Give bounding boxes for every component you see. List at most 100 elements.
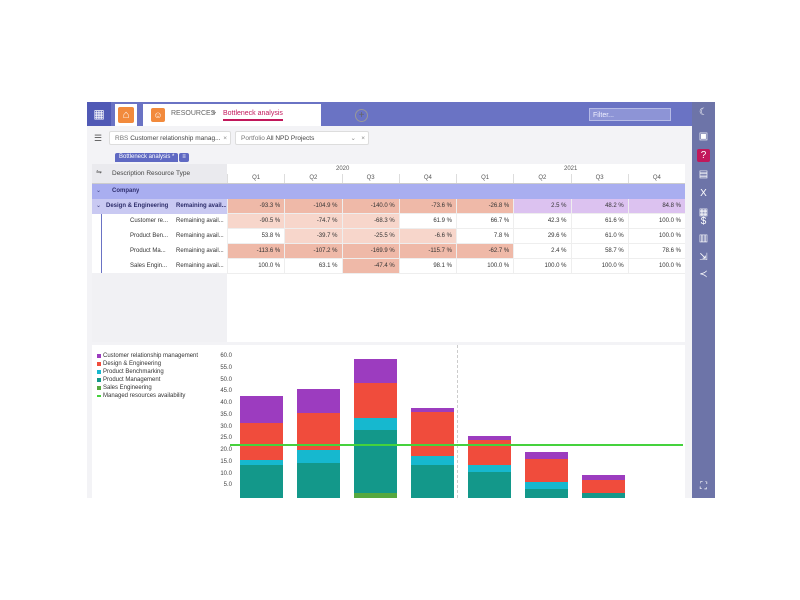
home-tab[interactable]: ⌂ <box>115 104 137 126</box>
add-tab-icon[interactable]: + <box>355 109 368 122</box>
table-cell[interactable]: -39.7 % <box>284 229 342 244</box>
table-cell[interactable]: -169.9 % <box>341 244 399 259</box>
bar-segment[interactable] <box>354 429 397 494</box>
table-cell[interactable]: 100.0 % <box>227 259 285 274</box>
table-cell[interactable]: -68.3 % <box>341 214 399 229</box>
legend-item[interactable]: Product Benchmarking <box>97 368 198 376</box>
table-row[interactable]: Sales Engin... Remaining avail... 100.0 % 6… <box>92 259 685 274</box>
save-icon[interactable]: ▣ <box>698 131 709 142</box>
bar-segment[interactable] <box>240 465 283 498</box>
bar-segment[interactable] <box>525 452 568 460</box>
bar-segment[interactable] <box>297 449 340 463</box>
table-cell[interactable]: 78.6 % <box>627 244 685 259</box>
help-icon[interactable]: ? <box>697 149 710 162</box>
legend-item[interactable]: Design & Engineering <box>97 360 198 368</box>
filter-input[interactable]: Filter... <box>589 108 671 121</box>
schedule-icon[interactable]: ▥ <box>698 233 709 244</box>
table-cell[interactable]: 2.5 % <box>513 199 571 214</box>
table-cell[interactable]: 100.0 % <box>627 214 685 229</box>
table-cell[interactable]: 100.0 % <box>456 259 514 274</box>
bar-segment[interactable] <box>354 493 397 498</box>
close-icon[interactable]: × <box>361 135 365 142</box>
table-row[interactable]: Product Ben... Remaining avail... 53.8 % -3… <box>92 229 685 244</box>
breadcrumb-current[interactable]: Bottleneck analysis <box>223 110 283 121</box>
view-tab-bottleneck[interactable]: Bottleneck analysis * <box>115 153 179 162</box>
close-icon[interactable]: × <box>223 135 227 142</box>
table-cell[interactable]: -90.5 % <box>227 214 285 229</box>
print-icon[interactable]: ▤ <box>698 169 709 180</box>
calendar-icon[interactable]: ▦ <box>698 207 709 218</box>
column-settings-icon[interactable]: ⇋ <box>96 169 102 176</box>
bar-segment[interactable] <box>411 465 454 498</box>
bar-segment[interactable] <box>411 455 454 466</box>
bar-segment[interactable] <box>525 459 568 482</box>
table-cell[interactable]: 100.0 % <box>513 259 571 274</box>
bar-segment[interactable] <box>411 407 454 413</box>
table-row[interactable]: Customer re... Remaining avail... -90.5 % -… <box>92 214 685 229</box>
bar-segment[interactable] <box>468 435 511 441</box>
breadcrumb-root[interactable]: RESOURCES <box>171 110 216 117</box>
bar-segment[interactable] <box>354 382 397 419</box>
availability-line[interactable] <box>230 444 683 447</box>
dollar-icon[interactable]: $ <box>700 216 707 227</box>
table-cell[interactable]: -104.9 % <box>284 199 342 214</box>
bar-segment[interactable] <box>297 413 340 450</box>
table-cell[interactable]: -113.6 % <box>227 244 285 259</box>
bar-segment[interactable] <box>525 488 568 498</box>
apps-grid-icon[interactable]: ▦ <box>87 102 111 126</box>
export-icon[interactable]: ⇲ <box>699 252 708 263</box>
table-cell[interactable]: 100.0 % <box>570 259 628 274</box>
table-cell[interactable]: 29.6 % <box>513 229 571 244</box>
table-cell[interactable]: -74.7 % <box>284 214 342 229</box>
table-cell[interactable]: 98.1 % <box>398 259 456 274</box>
table-cell[interactable]: 100.0 % <box>627 259 685 274</box>
bar-segment[interactable] <box>354 418 397 430</box>
view-menu-icon[interactable]: ≡ <box>179 153 189 162</box>
table-cell[interactable]: -73.6 % <box>398 199 456 214</box>
bar-segment[interactable] <box>582 480 625 494</box>
table-cell[interactable]: -6.6 % <box>398 229 456 244</box>
bar-segment[interactable] <box>240 460 283 466</box>
bar-segment[interactable] <box>411 412 454 456</box>
table-row[interactable]: Product Ma... Remaining avail... -113.6 % -… <box>92 244 685 259</box>
table-cell[interactable]: 84.8 % <box>627 199 685 214</box>
column-header-description[interactable]: Description Resource <box>112 170 175 177</box>
table-cell[interactable]: -47.4 % <box>341 259 399 274</box>
bar-segment[interactable] <box>297 462 340 498</box>
table-cell[interactable]: 61.0 % <box>570 229 628 244</box>
bar-segment[interactable] <box>468 472 511 498</box>
table-cell[interactable]: 61.9 % <box>398 214 456 229</box>
group-row-company[interactable]: ⌄ Company <box>92 184 685 199</box>
table-cell[interactable]: 48.2 % <box>570 199 628 214</box>
bar-segment[interactable] <box>525 481 568 489</box>
legend-item[interactable]: Managed resources availability <box>97 392 198 400</box>
legend-item[interactable]: Sales Engineering <box>97 384 198 392</box>
table-cell[interactable]: 2.4 % <box>513 244 571 259</box>
table-cell[interactable]: -115.7 % <box>398 244 456 259</box>
bar-segment[interactable] <box>354 359 397 383</box>
table-cell[interactable]: -140.0 % <box>341 199 399 214</box>
bar-segment[interactable] <box>240 395 283 423</box>
table-cell[interactable]: 61.6 % <box>570 214 628 229</box>
legend-item[interactable]: Customer relationship management <box>97 352 198 360</box>
table-cell[interactable]: 58.7 % <box>570 244 628 259</box>
table-cell[interactable]: 53.8 % <box>227 229 285 244</box>
table-cell[interactable]: -26.8 % <box>456 199 514 214</box>
table-cell[interactable]: 100.0 % <box>627 229 685 244</box>
table-cell[interactable]: -93.3 % <box>227 199 285 214</box>
share-icon[interactable]: ≺ <box>699 269 708 280</box>
portfolio-filter-chip[interactable]: Portfolio All NPD Projects ⌄ × <box>235 131 369 145</box>
moon-icon[interactable]: ☾ <box>699 107 708 118</box>
bar-segment[interactable] <box>240 422 283 461</box>
bar-segment[interactable] <box>297 388 340 414</box>
collapse-chevron-icon[interactable]: ⌄ <box>96 203 102 209</box>
resources-tab[interactable]: ☺ RESOURCES > Bottleneck analysis + <box>143 104 368 126</box>
bar-segment[interactable] <box>468 465 511 473</box>
table-cell[interactable]: 42.3 % <box>513 214 571 229</box>
table-cell[interactable]: 63.1 % <box>284 259 342 274</box>
settings-sliders-icon[interactable]: ☰ <box>93 133 103 143</box>
table-cell[interactable]: 7.8 % <box>456 229 514 244</box>
bar-segment[interactable] <box>582 493 625 498</box>
collapse-chevron-icon[interactable]: ⌄ <box>96 188 102 194</box>
table-cell[interactable]: 66.7 % <box>456 214 514 229</box>
